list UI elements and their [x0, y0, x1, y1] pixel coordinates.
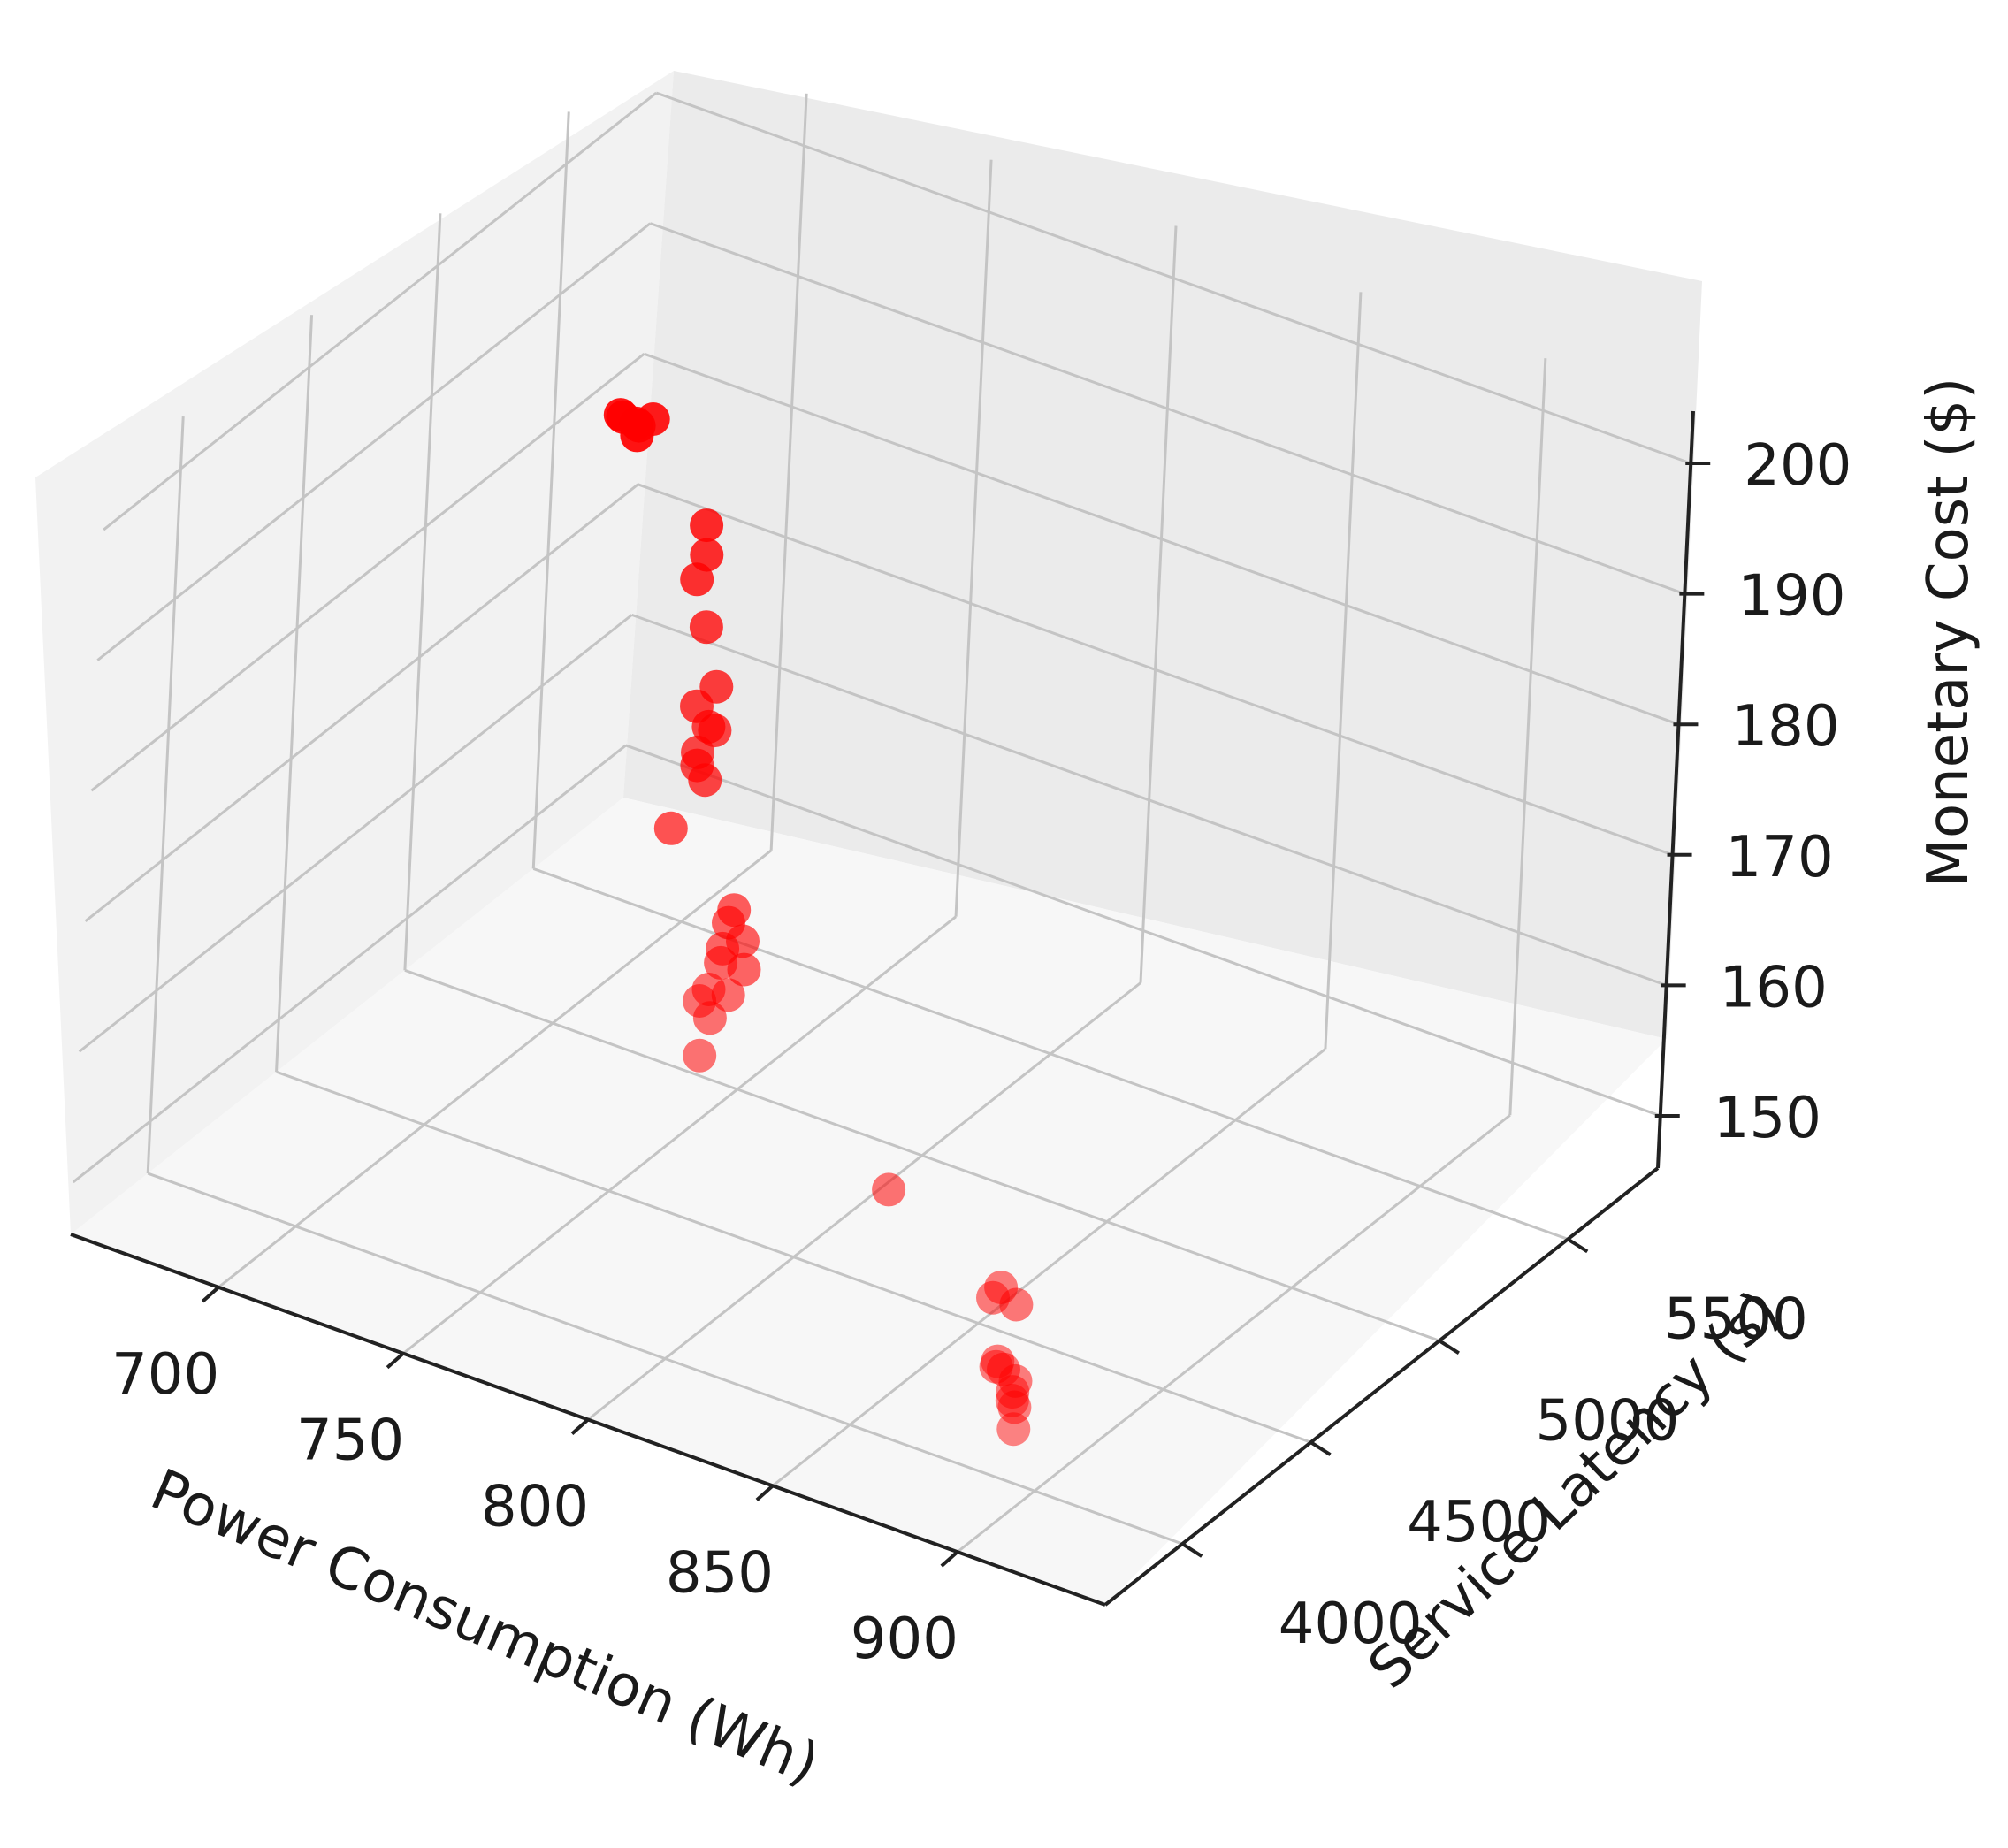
y-tick-mark — [1438, 1339, 1460, 1355]
data-point — [690, 508, 724, 543]
data-point — [636, 402, 670, 436]
tick-marks — [201, 462, 1711, 1568]
z-tick-label: 180 — [1731, 694, 1839, 760]
grid-line-y-wall — [146, 416, 185, 1174]
x-tick-label: 900 — [851, 1607, 958, 1672]
grid-line-x-wall — [1508, 358, 1547, 1116]
grid-line-x-floor — [218, 849, 773, 1289]
x-tick-mark — [201, 1286, 220, 1303]
grid-line-y-floor — [404, 968, 1440, 1342]
data-point — [692, 1001, 727, 1035]
x-tick-mark — [940, 1550, 959, 1568]
grid-line-z-right — [631, 613, 1668, 987]
grid-line-x-floor — [587, 981, 1141, 1421]
y-tick-label: 4000 — [1279, 1592, 1423, 1657]
grid-line-x-wall — [1139, 225, 1178, 983]
grid-line-y-wall — [531, 111, 570, 869]
x-tick-label: 800 — [481, 1475, 589, 1540]
data-points — [603, 398, 1034, 1447]
grid-line-z-right — [643, 352, 1679, 726]
left-pane — [35, 71, 674, 1234]
grid-line-z-left — [96, 222, 652, 661]
y-tick-label: 4500 — [1407, 1490, 1551, 1555]
grid-lines — [72, 91, 1691, 1554]
data-point — [995, 1384, 1029, 1417]
data-point — [689, 610, 723, 645]
grid-line-z-left — [84, 483, 639, 922]
data-point — [680, 748, 714, 783]
data-point — [653, 811, 688, 845]
x-tick-mark — [570, 1418, 590, 1435]
y-tick-label: 5000 — [1535, 1388, 1679, 1454]
y-tick-mark — [1181, 1542, 1203, 1558]
grid-line-x-floor — [402, 915, 958, 1355]
x-tick-label: 700 — [111, 1342, 219, 1408]
z-tick-label: 160 — [1720, 955, 1828, 1020]
x-tick-mark — [755, 1484, 775, 1501]
grid-line-y-wall — [275, 315, 314, 1073]
grid-line-z-right — [649, 222, 1685, 596]
grid-line-x-floor — [956, 1113, 1511, 1554]
grid-line-z-left — [72, 744, 627, 1184]
grid-line-x-wall — [769, 93, 808, 851]
x-tick-mark — [386, 1352, 405, 1370]
y-tick-mark — [1309, 1440, 1332, 1456]
data-point — [872, 1172, 906, 1207]
grid-line-z-left — [103, 91, 658, 531]
grid-line-x-wall — [954, 159, 993, 917]
data-point — [996, 1375, 1030, 1409]
grid-line-z-right — [655, 91, 1691, 465]
data-point — [680, 562, 714, 597]
grid-line-y-wall — [403, 213, 442, 971]
grid-line-y-floor — [532, 867, 1569, 1241]
data-point — [683, 1038, 717, 1073]
grid-line-z-left — [90, 353, 645, 792]
grid-line-x-floor — [771, 1048, 1326, 1487]
data-point — [704, 945, 738, 980]
data-point — [996, 1412, 1031, 1447]
z-tick-label: 170 — [1726, 825, 1834, 890]
grid-line-y-floor — [147, 1172, 1183, 1546]
data-point — [984, 1271, 1019, 1304]
grid-line-z-right — [625, 744, 1661, 1118]
floor-pane — [71, 798, 1667, 1605]
tick-labels: 700 750 800 850 900 4000 4500 5000 5500 150 160 170… — [111, 433, 1851, 1672]
y-tick-mark — [1567, 1237, 1589, 1254]
z-tick-label: 200 — [1744, 433, 1851, 499]
z-axis-line — [1656, 410, 1695, 1169]
grid-line-z-left — [78, 614, 633, 1053]
x-tick-label: 850 — [666, 1540, 774, 1606]
grid-line-z-right — [638, 483, 1674, 857]
grid-line-x-wall — [1324, 292, 1363, 1050]
z-tick-label: 150 — [1714, 1086, 1821, 1151]
y-tick-label: 5500 — [1664, 1287, 1808, 1352]
grid-line-y-floor — [276, 1070, 1312, 1444]
x-tick-label: 750 — [296, 1409, 404, 1474]
data-point — [997, 1390, 1032, 1424]
right-pane — [623, 71, 1702, 1039]
z-tick-label: 190 — [1737, 564, 1845, 630]
y-axis-line — [1103, 1166, 1660, 1607]
z-axis-label: Monetary Cost ($) — [1916, 378, 1981, 887]
